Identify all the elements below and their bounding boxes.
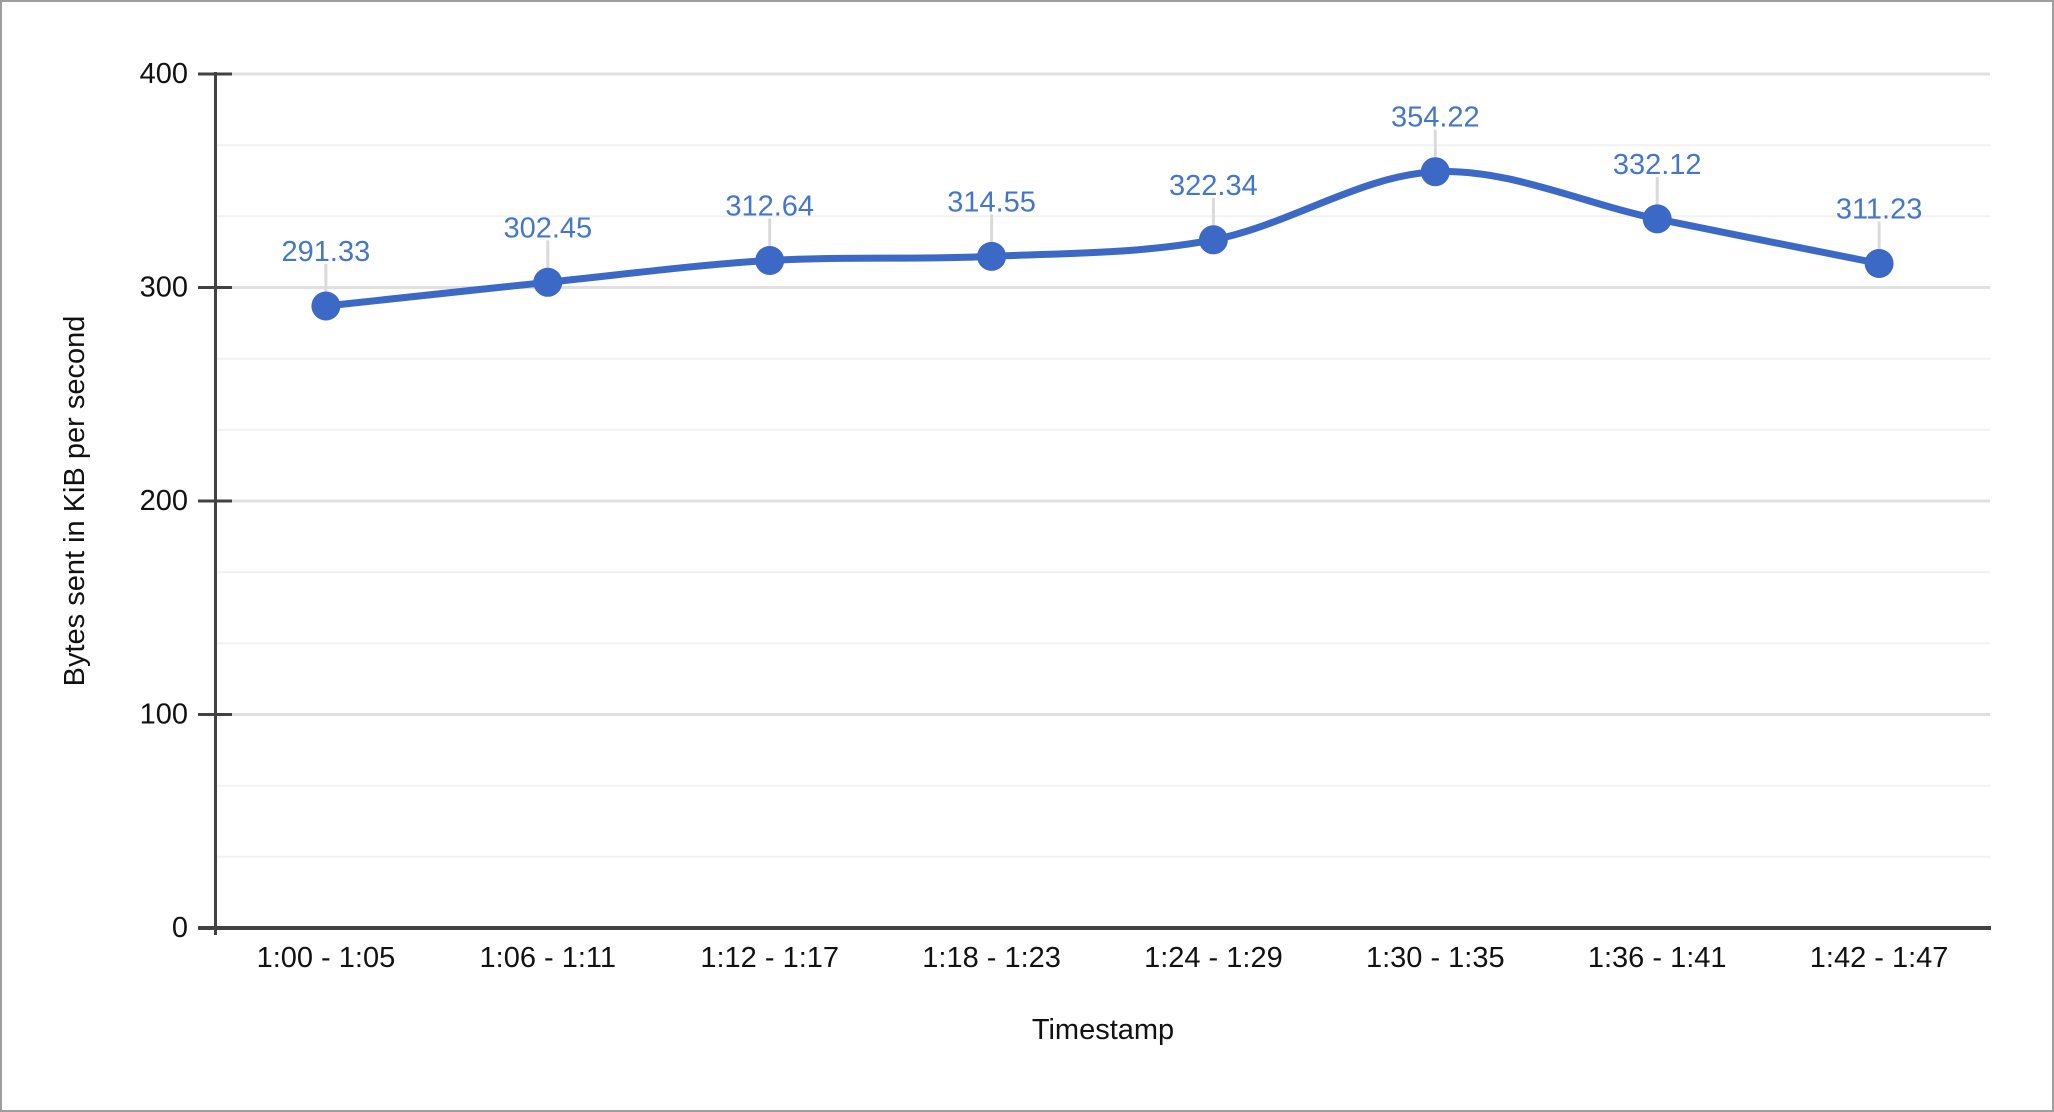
gridlines	[215, 72, 1990, 858]
data-point-marker	[1198, 225, 1228, 255]
data-point-marker	[1864, 249, 1894, 278]
x-tick-label: 1:24 - 1:29	[1144, 942, 1283, 974]
data-series	[311, 129, 1894, 321]
y-axis-title: Bytes sent in KiB per second	[59, 316, 91, 687]
data-point-marker	[977, 241, 1007, 271]
y-tick-label: 400	[140, 58, 188, 90]
data-point-label: 314.55	[947, 186, 1036, 218]
x-tick-label: 1:18 - 1:23	[922, 942, 1061, 974]
x-tick-label: 1:36 - 1:41	[1588, 942, 1727, 974]
data-point-label: 332.12	[1613, 149, 1702, 181]
data-point-label: 291.33	[282, 236, 371, 268]
data-point-label: 311.23	[1836, 194, 1923, 226]
data-point-marker	[533, 267, 563, 297]
data-point-marker	[1642, 204, 1672, 234]
x-tick-label: 1:00 - 1:05	[257, 942, 396, 974]
x-tick-label: 1:42 - 1:47	[1810, 942, 1949, 974]
series-line	[322, 168, 1883, 310]
data-point-label: 302.45	[503, 212, 592, 244]
y-tick-label: 100	[140, 699, 188, 731]
data-point-label: 322.34	[1169, 170, 1258, 202]
axes	[198, 72, 1991, 935]
data-point-marker	[1420, 157, 1450, 187]
x-tick-label: 1:30 - 1:35	[1366, 942, 1505, 974]
data-point-marker	[311, 291, 341, 321]
data-point-marker	[755, 246, 785, 275]
y-tick-label: 300	[140, 272, 188, 304]
x-tick-label: 1:12 - 1:17	[700, 942, 839, 974]
data-point-label: 312.64	[725, 191, 814, 223]
y-tick-label: 0	[172, 912, 188, 944]
x-tick-label: 1:06 - 1:11	[480, 942, 617, 974]
data-point-label: 354.22	[1391, 102, 1480, 134]
labels: 0 100 200 300 400 1:00 - 1:05 1:06 - 1:11 1:12 …	[140, 58, 1949, 974]
y-tick-label: 200	[140, 485, 188, 517]
x-axis-title: Timestamp	[1032, 1014, 1174, 1046]
